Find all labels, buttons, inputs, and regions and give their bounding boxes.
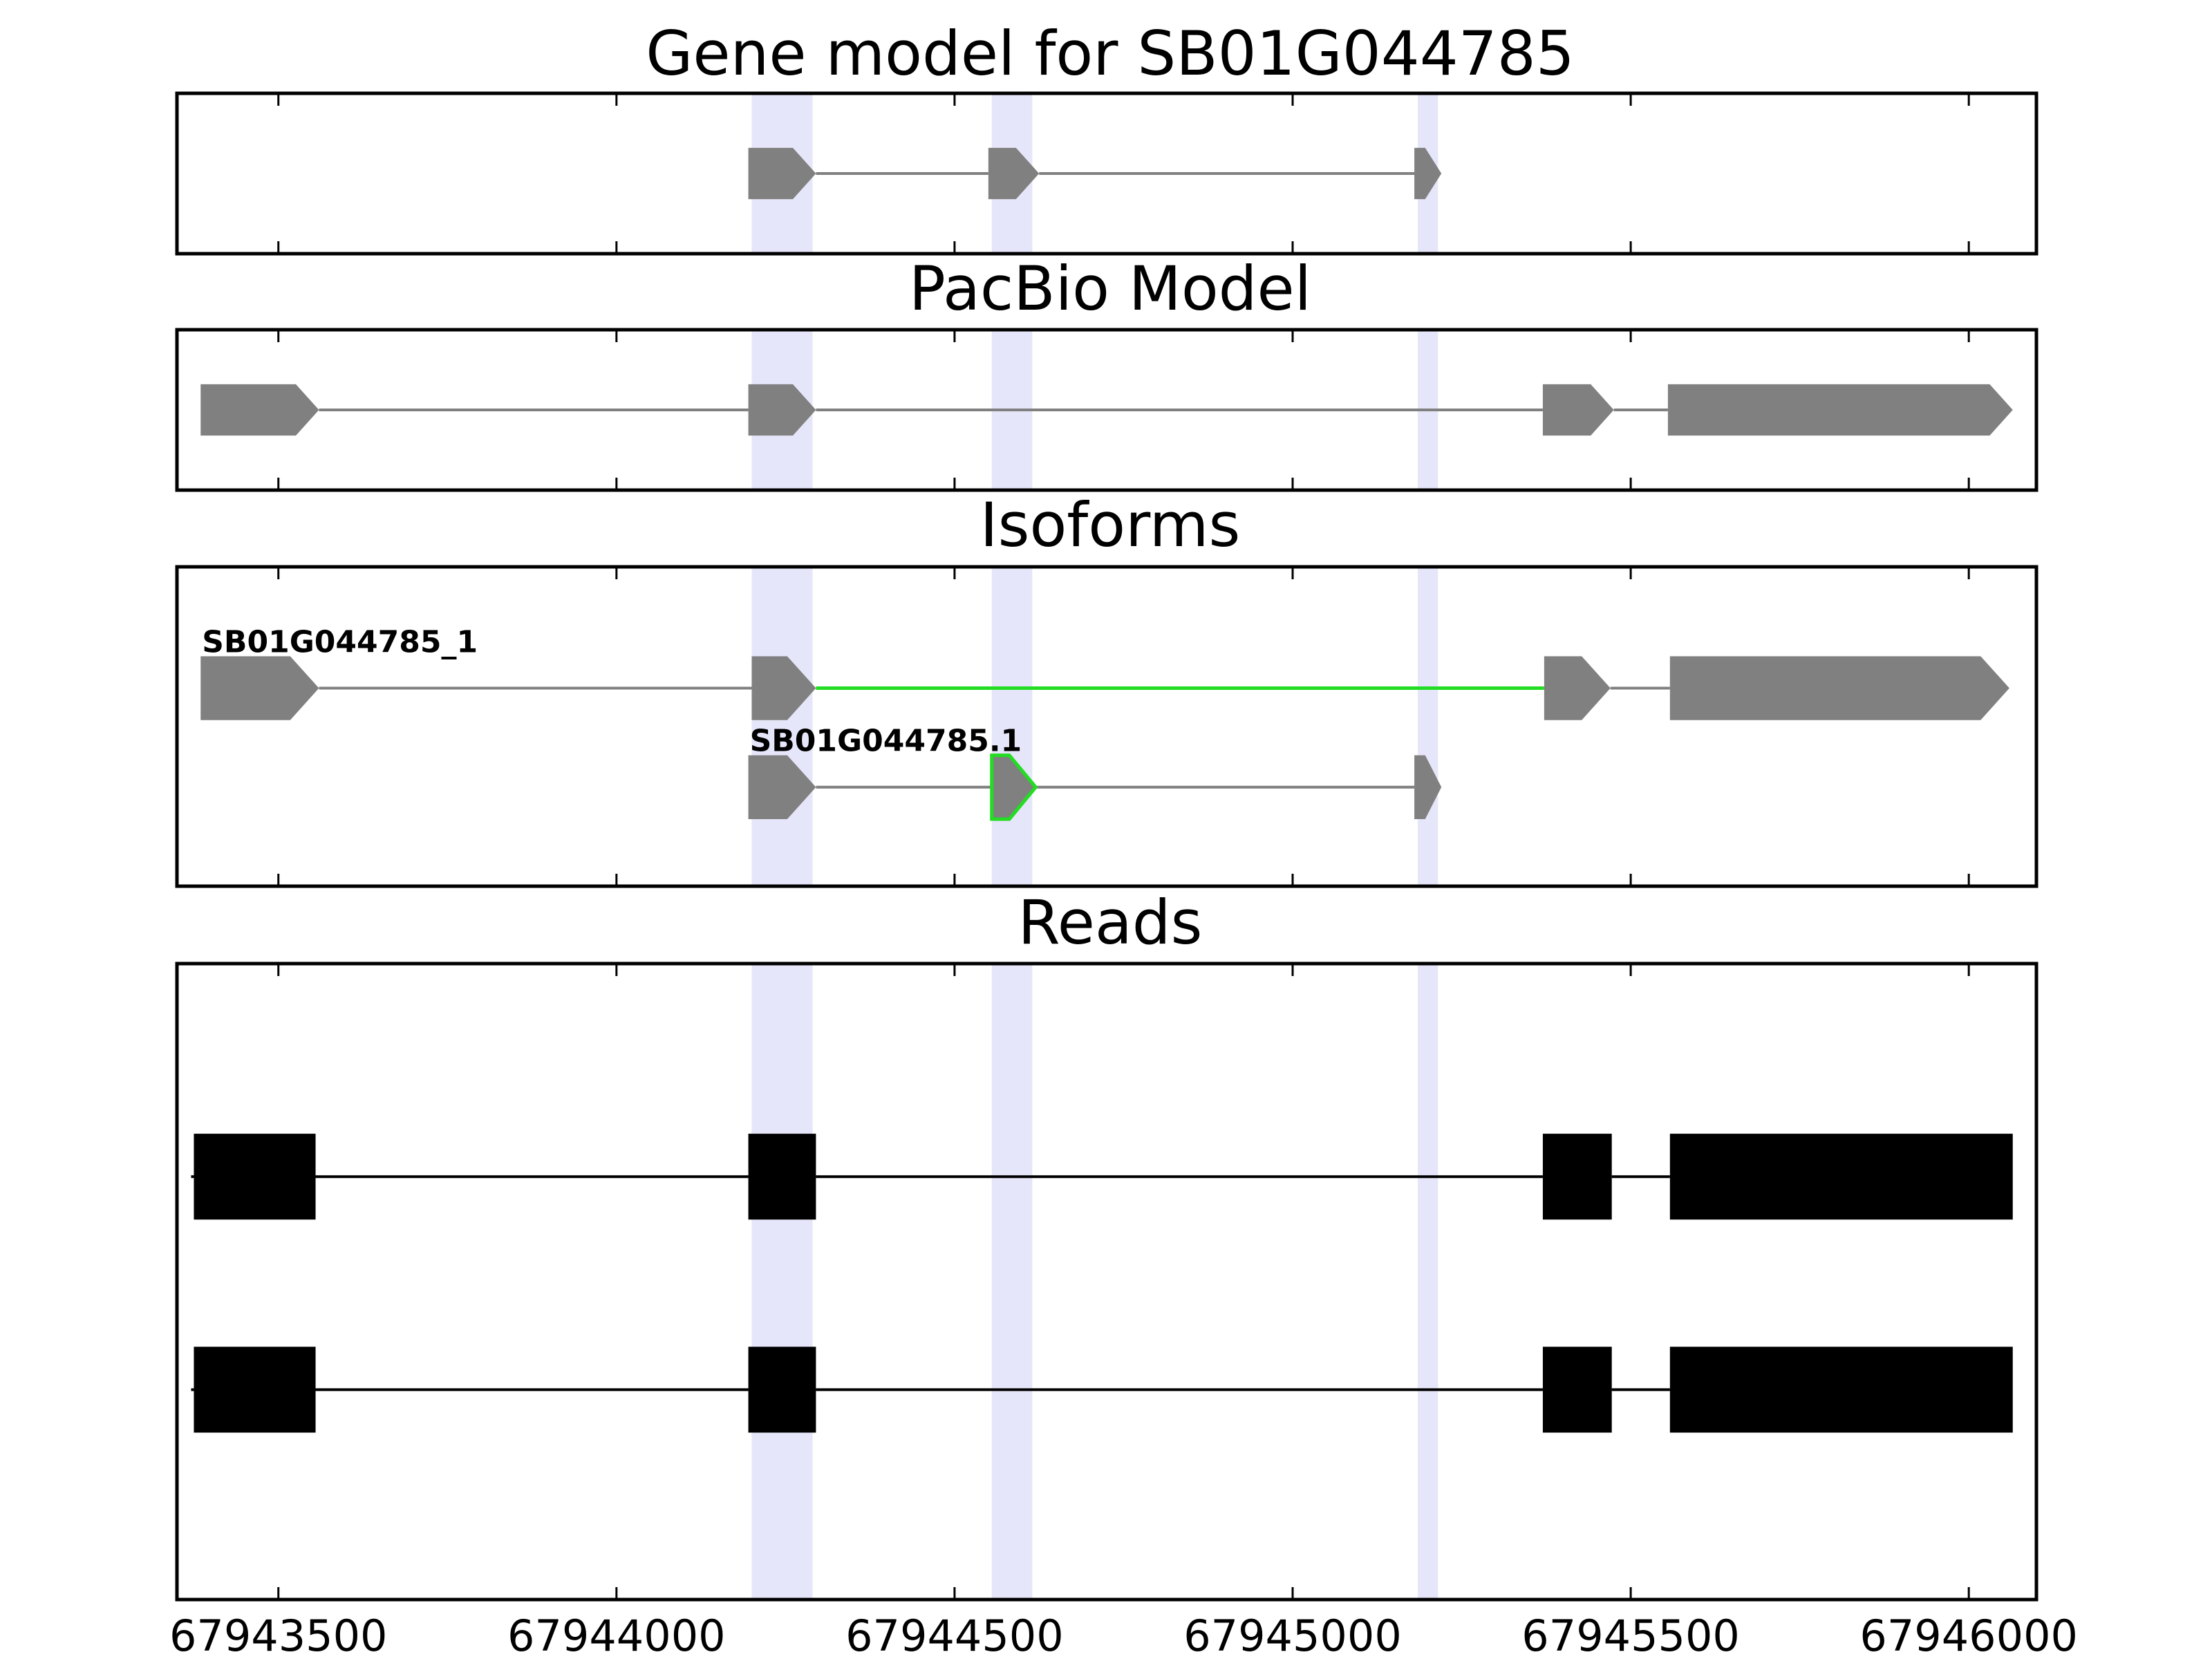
reads-track-1-exon-2 xyxy=(1542,1347,1612,1433)
gene-model-frame xyxy=(175,91,2038,256)
x-tick-label-4: 67945500 xyxy=(1521,1611,1740,1659)
highlight-region-2 xyxy=(1417,567,1438,886)
isoforms-frame xyxy=(175,565,2038,888)
highlight-region-0 xyxy=(751,964,813,1600)
x-tick-label-5: 67946000 xyxy=(1859,1611,2078,1659)
isoforms-track-0-exon-1 xyxy=(751,656,816,720)
highlight-region-0 xyxy=(751,567,813,886)
gene-model-track-0-exon-0 xyxy=(748,147,816,200)
reads-track-0-exon-0 xyxy=(194,1134,316,1220)
highlight-region-1 xyxy=(991,567,1033,886)
reads-track-0-exon-3 xyxy=(1669,1134,2013,1220)
isoforms-track-1-exon-2 xyxy=(1414,755,1442,819)
isoforms-track-0-exon-0 xyxy=(200,656,319,720)
gene-model-track-0-exon-2 xyxy=(1414,147,1442,200)
highlight-region-2 xyxy=(1417,964,1438,1600)
reads-panel: Reads xyxy=(175,887,2038,1602)
pacbio-model-title: PacBio Model xyxy=(909,253,1311,324)
reads-track-0-exon-1 xyxy=(748,1134,816,1220)
isoforms-panel: Isoforms SB01G044785_1 SB01G044785.1 xyxy=(175,489,2038,888)
reads-track-0-exon-2 xyxy=(1542,1134,1612,1220)
reads-track-1-exon-0 xyxy=(194,1347,316,1433)
x-axis-tick-labels: 67943500 67944000 67944500 67945000 67945500… xyxy=(169,1611,2078,1659)
pacbio-model-track-0-exon-3 xyxy=(1667,384,2013,436)
x-tick-label-2: 67944500 xyxy=(845,1611,1064,1659)
pacbio-model-frame xyxy=(175,328,2038,492)
isoforms-track-0-exon-2 xyxy=(1544,656,1611,720)
reads-frame xyxy=(175,962,2038,1602)
isoform-label-1: SB01G044785.1 xyxy=(750,724,1022,759)
isoforms-track-0-exon-3 xyxy=(1669,656,2009,720)
gene-model-track-0-exon-1 xyxy=(988,147,1040,200)
pacbio-model-track-0-exon-1 xyxy=(748,384,816,436)
isoforms-title: Isoforms xyxy=(980,489,1241,561)
pacbio-model-track-0-exon-0 xyxy=(200,384,319,436)
gene-model-panel: Gene model for SB01G044785 xyxy=(175,18,2038,256)
x-tick-label-0: 67943500 xyxy=(169,1611,388,1659)
x-tick-label-1: 67944000 xyxy=(507,1611,726,1659)
pacbio-model-track-0-exon-2 xyxy=(1542,384,1614,436)
pacbio-model-panel: PacBio Model xyxy=(175,253,2038,492)
x-tick-label-3: 67945000 xyxy=(1183,1611,1402,1659)
reads-track-1-exon-1 xyxy=(748,1347,816,1433)
isoform-label-0: SB01G044785_1 xyxy=(202,624,478,659)
isoforms-track-1-exon-0 xyxy=(748,755,816,819)
highlight-region-1 xyxy=(991,964,1033,1600)
isoforms-track-1-exon-1 xyxy=(990,753,1038,821)
gene-model-title: Gene model for SB01G044785 xyxy=(646,18,1575,89)
reads-title: Reads xyxy=(1018,887,1203,958)
reads-track-1-exon-3 xyxy=(1669,1347,2013,1433)
